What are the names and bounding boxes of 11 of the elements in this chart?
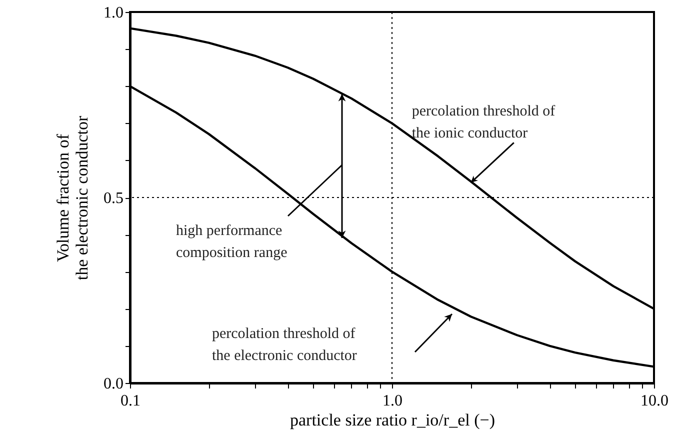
annotation: percolation threshold of the ionic conductor bbox=[412, 104, 556, 142]
y-tick-label: 0.0 bbox=[104, 376, 124, 392]
x-tick-label: 10.0 bbox=[640, 392, 668, 410]
y-axis-title: Volume fraction of the electronic conductor bbox=[54, 116, 92, 280]
x-axis-title: particle size ratio r_io/r_el (−) bbox=[290, 410, 495, 430]
y-tick-label: 1.0 bbox=[104, 4, 124, 22]
annotation: high performance composition range bbox=[176, 223, 288, 261]
annotation: percolation threshold of the electronic conductor bbox=[212, 326, 357, 364]
x-tick-label: 1.0 bbox=[382, 392, 402, 410]
y-tick-label: 0.5 bbox=[104, 190, 124, 207]
x-tick-label: 0.1 bbox=[120, 392, 140, 410]
